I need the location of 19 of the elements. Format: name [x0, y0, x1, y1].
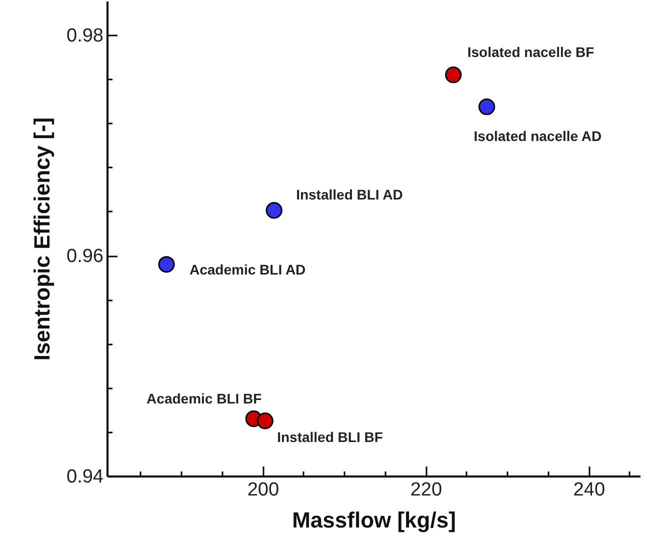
annotation: Isolated nacelle AD: [474, 128, 602, 144]
point: [256, 412, 274, 430]
point: [158, 256, 175, 273]
annotation: Installed BLI AD: [296, 186, 403, 202]
x-tick-label: 220: [410, 480, 442, 500]
point: [445, 66, 462, 84]
point: [266, 202, 282, 219]
annotation: Academic BLI AD: [189, 261, 306, 278]
x-axis-title: Massflow [kg/s]: [292, 508, 456, 532]
y-tick-label: 0.94: [66, 466, 104, 488]
annotation: Installed BLI BF: [277, 428, 384, 445]
x-tick-label: 200: [247, 480, 280, 500]
y-tick-label: 0.98: [66, 26, 104, 47]
annotation: Isolated nacelle BF: [467, 44, 595, 60]
point: [478, 98, 496, 116]
y-tick-label: 0.96: [66, 246, 104, 268]
annotation: Academic BLI BF: [146, 390, 262, 407]
x-tick-label: 240: [573, 480, 606, 500]
y-axis-title: Isentropic Efficiency [-]: [30, 117, 55, 361]
